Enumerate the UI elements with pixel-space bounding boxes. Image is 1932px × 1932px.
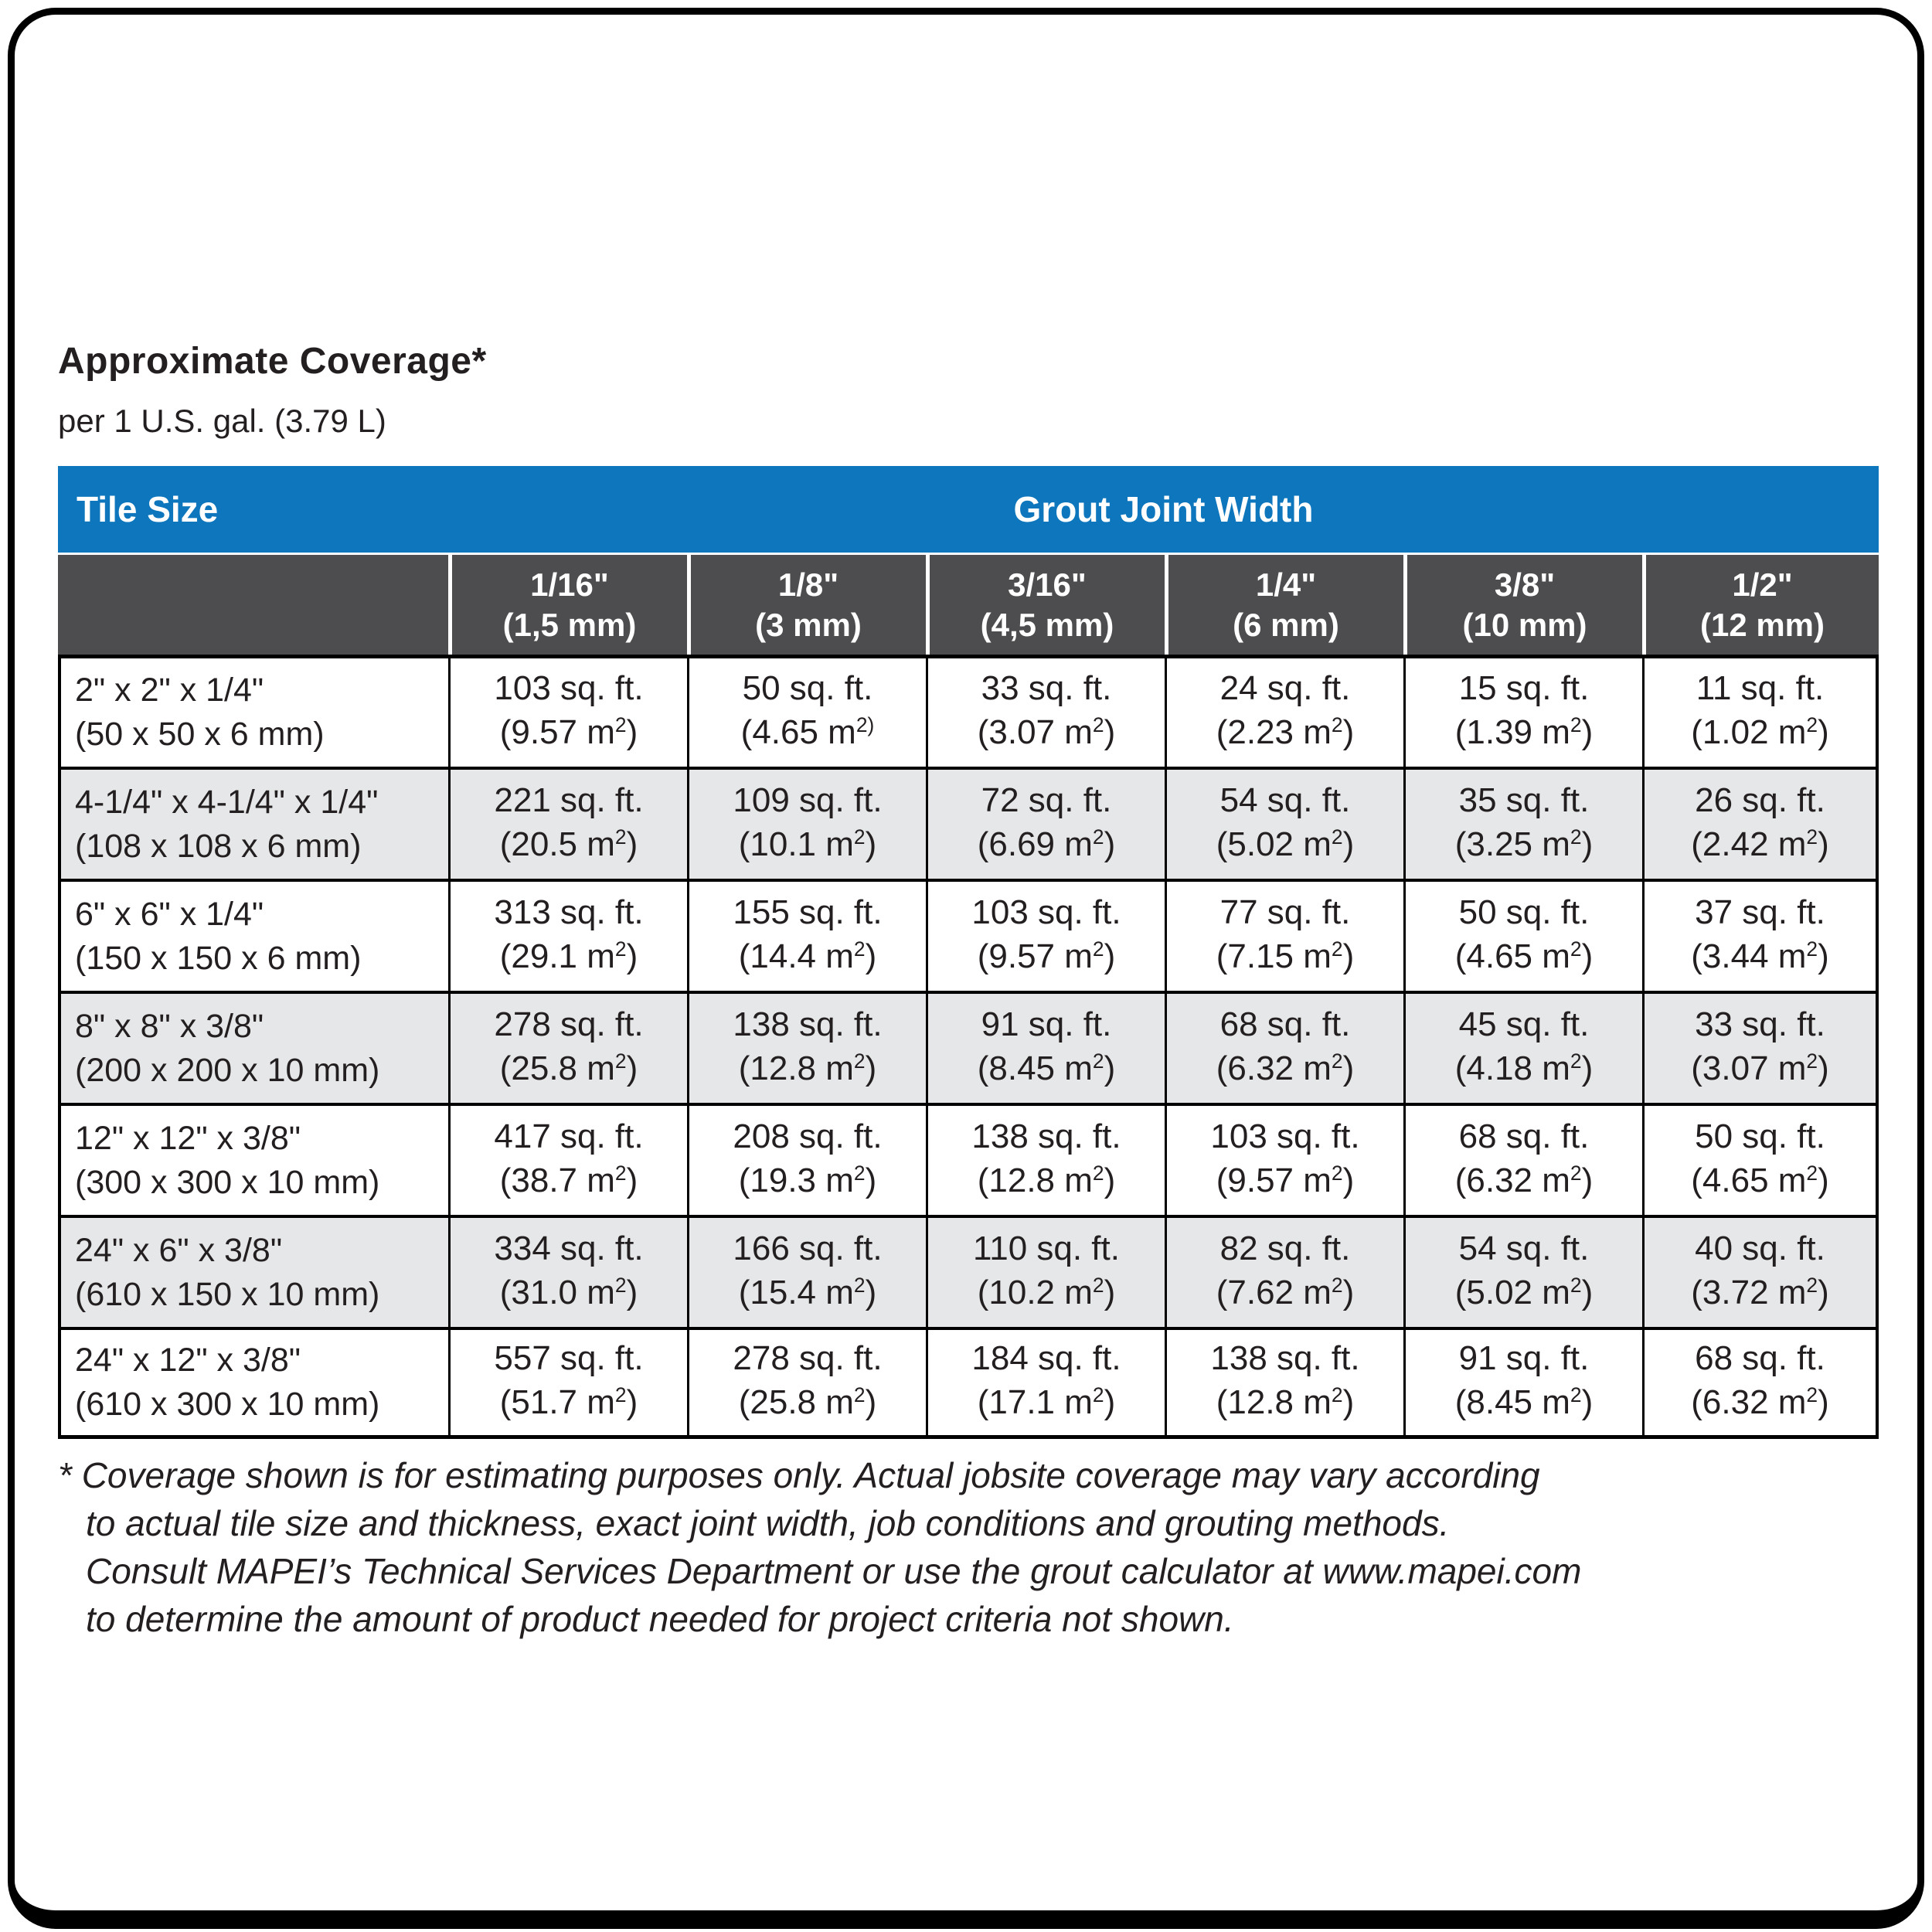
tile-size-cell: 24" x 12" x 3/8" (610 x 300 x 10 mm) [58, 1327, 448, 1439]
table-row: 4-1/4" x 4-1/4" x 1/4" (108 x 108 x 6 mm)… [58, 767, 1879, 879]
coverage-cell: 45 sq. ft. (4.18 m2) [1403, 991, 1642, 1103]
coverage-cell: 155 sq. ft. (14.4 m2) [687, 879, 926, 991]
footnote-line: Consult MAPEI’s Technical Services Depar… [86, 1551, 1582, 1591]
table-row: 12" x 12" x 3/8" (300 x 300 x 10 mm) 417 s… [58, 1103, 1879, 1215]
coverage-cell: 82 sq. ft. (7.62 m2) [1165, 1215, 1403, 1327]
coverage-cell: 138 sq. ft. (12.8 m2) [1165, 1327, 1403, 1439]
coverage-cell: 50 sq. ft. (4.65 m2) [1403, 879, 1642, 991]
coverage-cell: 110 sq. ft. (10.2 m2) [926, 1215, 1165, 1327]
coverage-table: Tile Size Grout Joint Width 1/16" (1,5 mm… [58, 466, 1879, 1439]
coverage-cell: 33 sq. ft. (3.07 m2) [1642, 991, 1879, 1103]
coverage-cell: 50 sq. ft. (4.65 m2) [687, 655, 926, 767]
footnote-line: to determine the amount of product neede… [86, 1599, 1234, 1639]
footnote: * Coverage shown is for estimating purpo… [58, 1451, 1879, 1643]
coverage-cell: 40 sq. ft. (3.72 m2) [1642, 1215, 1879, 1327]
joint-width-column-header: 1/4" (6 mm) [1165, 553, 1403, 655]
tile-size-cell: 12" x 12" x 3/8" (300 x 300 x 10 mm) [58, 1103, 448, 1215]
coverage-cell: 72 sq. ft. (6.69 m2) [926, 767, 1165, 879]
page-title: Approximate Coverage* [58, 341, 487, 382]
coverage-cell: 91 sq. ft. (8.45 m2) [926, 991, 1165, 1103]
coverage-cell: 33 sq. ft. (3.07 m2) [926, 655, 1165, 767]
tile-size-cell: 2" x 2" x 1/4" (50 x 50 x 6 mm) [58, 655, 448, 767]
coverage-cell: 68 sq. ft. (6.32 m2) [1642, 1327, 1879, 1439]
page-subtitle: per 1 U.S. gal. (3.79 L) [58, 403, 386, 439]
coverage-cell: 278 sq. ft. (25.8 m2) [687, 1327, 926, 1439]
coverage-cell: 313 sq. ft. (29.1 m2) [448, 879, 687, 991]
coverage-section: Approximate Coverage* per 1 U.S. gal. (3… [58, 340, 1879, 1643]
coverage-cell: 109 sq. ft. (10.1 m2) [687, 767, 926, 879]
joint-width-column-header: 3/8" (10 mm) [1403, 553, 1642, 655]
coverage-cell: 103 sq. ft. (9.57 m2) [1165, 1103, 1403, 1215]
joint-width-column-header: 1/2" (12 mm) [1642, 553, 1879, 655]
coverage-cell: 37 sq. ft. (3.44 m2) [1642, 879, 1879, 991]
footnote-line: to actual tile size and thickness, exact… [86, 1503, 1450, 1543]
tile-size-cell: 4-1/4" x 4-1/4" x 1/4" (108 x 108 x 6 mm) [58, 767, 448, 879]
joint-width-subheader-row: 1/16" (1,5 mm) 1/8" (3 mm) 3/16" (4,5 mm) 1/4"… [58, 553, 1879, 655]
footnote-asterisk: * [58, 1455, 82, 1495]
joint-width-column-header: 1/16" (1,5 mm) [448, 553, 687, 655]
subheader-empty-cell [58, 553, 448, 655]
coverage-cell: 138 sq. ft. (12.8 m2) [687, 991, 926, 1103]
joint-width-column-header: 1/8" (3 mm) [687, 553, 926, 655]
coverage-cell: 334 sq. ft. (31.0 m2) [448, 1215, 687, 1327]
coverage-cell: 208 sq. ft. (19.3 m2) [687, 1103, 926, 1215]
tile-size-cell: 8" x 8" x 3/8" (200 x 200 x 10 mm) [58, 991, 448, 1103]
table-row: 24" x 12" x 3/8" (610 x 300 x 10 mm) 557 s… [58, 1327, 1879, 1439]
table-header-row: Tile Size Grout Joint Width [58, 466, 1879, 553]
coverage-cell: 54 sq. ft. (5.02 m2) [1165, 767, 1403, 879]
joint-width-column-header: 3/16" (4,5 mm) [926, 553, 1165, 655]
coverage-cell: 103 sq. ft. (9.57 m2) [448, 655, 687, 767]
coverage-cell: 77 sq. ft. (7.15 m2) [1165, 879, 1403, 991]
grout-joint-width-header: Grout Joint Width [448, 466, 1879, 553]
coverage-cell: 278 sq. ft. (25.8 m2) [448, 991, 687, 1103]
table-row: 8" x 8" x 3/8" (200 x 200 x 10 mm) 278 sq.… [58, 991, 1879, 1103]
coverage-cell: 68 sq. ft. (6.32 m2) [1165, 991, 1403, 1103]
coverage-cell: 103 sq. ft. (9.57 m2) [926, 879, 1165, 991]
coverage-cell: 91 sq. ft. (8.45 m2) [1403, 1327, 1642, 1439]
coverage-cell: 138 sq. ft. (12.8 m2) [926, 1103, 1165, 1215]
coverage-cell: 166 sq. ft. (15.4 m2) [687, 1215, 926, 1327]
table-row: 2" x 2" x 1/4" (50 x 50 x 6 mm) 103 sq. ft… [58, 655, 1879, 767]
coverage-cell: 54 sq. ft. (5.02 m2) [1403, 1215, 1642, 1327]
coverage-cell: 184 sq. ft. (17.1 m2) [926, 1327, 1165, 1439]
coverage-cell: 24 sq. ft. (2.23 m2) [1165, 655, 1403, 767]
coverage-cell: 15 sq. ft. (1.39 m2) [1403, 655, 1642, 767]
coverage-cell: 35 sq. ft. (3.25 m2) [1403, 767, 1642, 879]
table-row: 24" x 6" x 3/8" (610 x 150 x 10 mm) 334 sq… [58, 1215, 1879, 1327]
coverage-cell: 68 sq. ft. (6.32 m2) [1403, 1103, 1642, 1215]
tile-size-cell: 24" x 6" x 3/8" (610 x 150 x 10 mm) [58, 1215, 448, 1327]
tile-size-cell: 6" x 6" x 1/4" (150 x 150 x 6 mm) [58, 879, 448, 991]
table-row: 6" x 6" x 1/4" (150 x 150 x 6 mm) 313 sq. … [58, 879, 1879, 991]
coverage-cell: 26 sq. ft. (2.42 m2) [1642, 767, 1879, 879]
coverage-cell: 417 sq. ft. (38.7 m2) [448, 1103, 687, 1215]
tile-size-header: Tile Size [58, 466, 448, 553]
coverage-cell: 557 sq. ft. (51.7 m2) [448, 1327, 687, 1439]
coverage-cell: 50 sq. ft. (4.65 m2) [1642, 1103, 1879, 1215]
coverage-cell: 221 sq. ft. (20.5 m2) [448, 767, 687, 879]
coverage-cell: 11 sq. ft. (1.02 m2) [1642, 655, 1879, 767]
footnote-line: * Coverage shown is for estimating purpo… [58, 1455, 1540, 1495]
